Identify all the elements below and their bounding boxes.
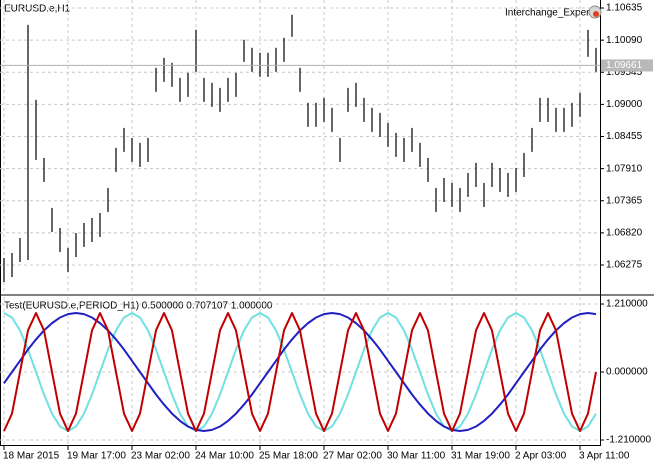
y-tick-label: 1.09545 (606, 67, 643, 78)
y-tick-label: 1.06820 (606, 228, 643, 239)
indicator-line (3, 312, 597, 433)
x-tick-label: 18 Mar 2015 (3, 451, 60, 462)
y-tick-label: 1.07365 (606, 195, 643, 206)
expert-icon (588, 5, 602, 19)
x-tick-label: 30 Mar 11:00 (387, 451, 446, 462)
y-tick-label: 1.06275 (606, 260, 643, 271)
expert-name: Interchange_Expert (505, 8, 593, 19)
x-tick-label: 25 Mar 18:00 (259, 451, 318, 462)
price-title: EURUSD.e,H1 (4, 4, 71, 15)
y-tick-label: 1.210000 (606, 299, 648, 310)
y-tick-label: 1.07910 (606, 163, 643, 174)
y-tick-label: 1.09000 (606, 99, 643, 110)
current-price-label: 1.09661 (606, 60, 643, 71)
y-tick-label: 1.10090 (606, 35, 643, 46)
y-tick-label: 0.000000 (606, 367, 648, 378)
y-tick-label: 1.10635 (606, 3, 643, 14)
x-tick-label: 23 Mar 02:00 (131, 451, 190, 462)
indicator-title: Test(EURUSD.e,PERIOD_H1) 0.500000 0.7071… (4, 301, 273, 312)
current-price-box (601, 59, 653, 72)
x-tick-label: 24 Mar 10:00 (195, 451, 254, 462)
x-tick-label: 2 Apr 03:00 (515, 451, 567, 462)
x-tick-label: 19 Mar 17:00 (67, 451, 126, 462)
indicator-line (3, 312, 597, 433)
x-tick-label: 3 Apr 11:00 (579, 451, 630, 462)
y-tick-label: -1.210000 (606, 435, 651, 446)
x-tick-label: 31 Mar 19:00 (451, 451, 510, 462)
y-tick-label: 1.08455 (606, 131, 643, 142)
x-tick-label: 27 Mar 02:00 (323, 451, 382, 462)
